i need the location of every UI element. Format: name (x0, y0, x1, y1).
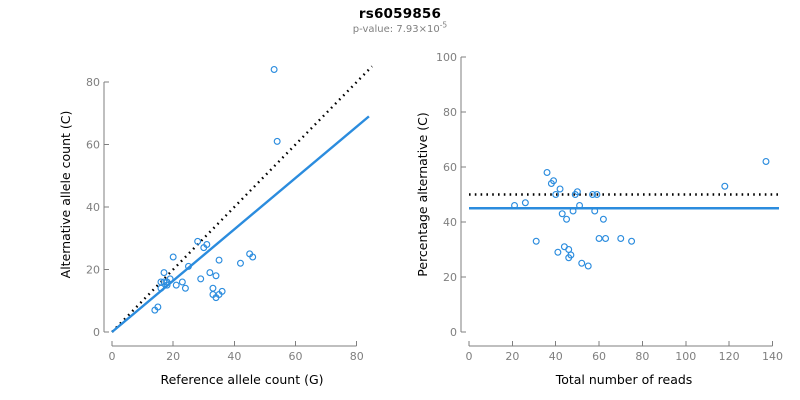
data-point (569, 207, 577, 215)
x-tick-label: 40 (549, 350, 563, 363)
data-point (154, 303, 162, 311)
data-point (556, 185, 564, 193)
data-point (166, 275, 174, 283)
y-tick-label: 80 (443, 106, 457, 119)
x-tick-label: 120 (719, 350, 740, 363)
data-point (762, 158, 770, 165)
data-point (550, 177, 558, 185)
y-tick-label: 100 (436, 51, 457, 64)
x-tick-label: 0 (466, 350, 473, 363)
data-point (628, 237, 636, 245)
y-tick-label: 60 (86, 139, 100, 152)
x-tick-label: 20 (166, 350, 180, 363)
data-point (203, 241, 211, 248)
data-point (197, 275, 205, 283)
data-point (184, 262, 192, 270)
x-tick-label: 80 (350, 350, 364, 363)
x-tick-label: 80 (635, 350, 649, 363)
data-point (218, 287, 226, 295)
data-point (584, 262, 592, 270)
x-tick-label: 60 (592, 350, 606, 363)
data-point (563, 215, 571, 223)
data-point (511, 202, 518, 209)
data-point (589, 191, 597, 198)
x-axis-title: Reference allele count (G) (160, 372, 323, 387)
y-axis-title: Alternative allele count (C) (58, 111, 73, 279)
data-point (215, 256, 223, 264)
x-tick-label: 40 (227, 350, 241, 363)
y-tick-label: 20 (443, 271, 457, 284)
data-point (209, 284, 217, 292)
y-axis-line (460, 56, 466, 333)
x-tick-label: 100 (675, 350, 696, 363)
data-point (558, 210, 566, 218)
y-tick-label: 40 (443, 216, 457, 229)
x-axis-line (111, 341, 358, 347)
data-point (163, 281, 171, 289)
data-point (595, 235, 603, 242)
data-point (543, 169, 551, 176)
y-tick-label: 80 (86, 76, 100, 89)
data-point (169, 253, 177, 261)
data-point (172, 281, 180, 289)
data-point (206, 269, 214, 277)
data-point (617, 235, 625, 242)
x-tick-label: 0 (109, 350, 116, 363)
x-tick-label: 140 (762, 350, 783, 363)
y-tick-label: 0 (93, 326, 100, 339)
reference-line (111, 65, 373, 333)
x-tick-label: 60 (289, 350, 303, 363)
data-point (160, 269, 168, 277)
y-tick-label: 0 (450, 326, 457, 339)
data-point (721, 182, 729, 190)
fit-line (111, 115, 370, 333)
data-point (599, 215, 607, 223)
right-panel: 0 20 40 60 80 100 0 20 40 60 80 100 120 140 Total numb… (415, 51, 783, 387)
y-axis-title: Percentage alternative (C) (415, 112, 430, 276)
data-point (554, 248, 562, 256)
data-point (273, 137, 281, 145)
data-point (591, 207, 599, 215)
data-point (236, 259, 244, 267)
data-point (194, 237, 202, 245)
data-point (567, 251, 575, 259)
data-point (270, 66, 278, 73)
data-point (576, 202, 584, 209)
y-tick-label: 20 (86, 264, 100, 277)
data-point (178, 278, 186, 286)
data-point (532, 237, 540, 245)
y-tick-label: 60 (443, 161, 457, 174)
data-point (578, 259, 586, 267)
data-point (212, 272, 220, 280)
data-point (181, 284, 189, 292)
x-axis-line (468, 341, 773, 347)
left-panel: 0 20 40 60 80 0 20 40 60 80 Reference allele count… (58, 65, 373, 387)
data-point (573, 188, 581, 196)
x-axis-title: Total number of reads (555, 372, 693, 387)
data-point (593, 191, 601, 198)
x-tick-label: 20 (505, 350, 519, 363)
data-point (602, 235, 610, 242)
data-point (249, 253, 257, 261)
y-axis-line (103, 81, 109, 333)
y-tick-label: 40 (86, 201, 100, 214)
data-point (521, 199, 529, 207)
data-point (552, 191, 560, 198)
